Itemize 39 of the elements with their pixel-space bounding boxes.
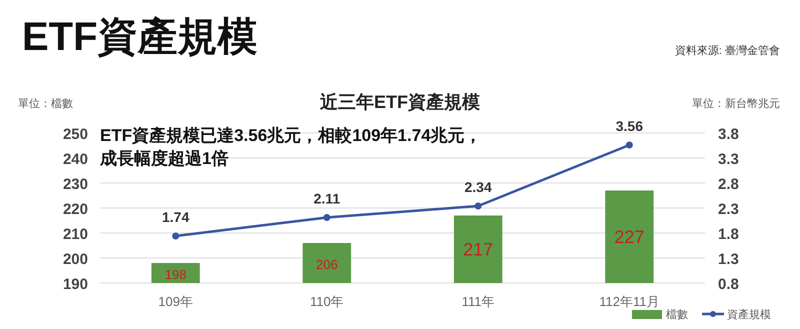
y-axis-title: 單位：檔數 [18, 98, 73, 110]
y2-tick-label: 0.8 [718, 276, 739, 293]
y-tick-label: 200 [62, 251, 88, 268]
data-label: 217 [463, 239, 494, 260]
y2-tick-label: 2.8 [718, 176, 739, 193]
chart-title: ETF資產規模 [22, 15, 258, 59]
y-tick-label: 210 [62, 226, 88, 243]
source-note: 資料來源: 臺灣金管會 [674, 44, 780, 57]
point [323, 214, 330, 221]
y-tick-label: 240 [62, 151, 88, 168]
legend-label: 檔數 [666, 309, 688, 321]
data-label: 206 [316, 257, 338, 272]
x-tick-label: 112年11月 [599, 294, 660, 309]
data-label: 227 [614, 226, 644, 247]
y-tick-label: 230 [62, 176, 88, 193]
y2-tick-label: 3.8 [718, 126, 739, 143]
x-tick-label: 111年 [462, 294, 495, 309]
point [626, 142, 633, 148]
y-tick-label: 250 [62, 126, 88, 143]
data-label: 3.56 [616, 118, 644, 134]
data-label: 1.74 [162, 209, 190, 225]
point [172, 232, 180, 240]
data-label: 2.11 [314, 190, 340, 206]
y2-tick-label: 2.3 [718, 201, 739, 218]
annotation: 成長幅度超過1倍 [99, 149, 228, 168]
chart-subtitle: 近三年ETF資產規模 [319, 92, 480, 112]
y2-tick-label: 1.3 [718, 251, 739, 268]
y2-axis-title: 單位：新台幣兆元 [692, 97, 780, 110]
point [474, 202, 482, 210]
x-tick-label: 109年 [158, 294, 193, 309]
legend-label: 資產規模 [727, 308, 771, 321]
y-tick-label: 190 [62, 276, 88, 293]
y2-tick-label: 1.8 [718, 226, 739, 243]
x-tick-label: 110年 [310, 294, 344, 309]
y2-tick-label: 3.3 [718, 151, 739, 168]
data-label: 198 [164, 267, 186, 282]
y-tick-label: 220 [62, 201, 88, 218]
data-label: 2.34 [464, 179, 492, 195]
annotation: ETF資產規模已達3.56兆元，相較109年1.74兆元， [100, 126, 482, 145]
